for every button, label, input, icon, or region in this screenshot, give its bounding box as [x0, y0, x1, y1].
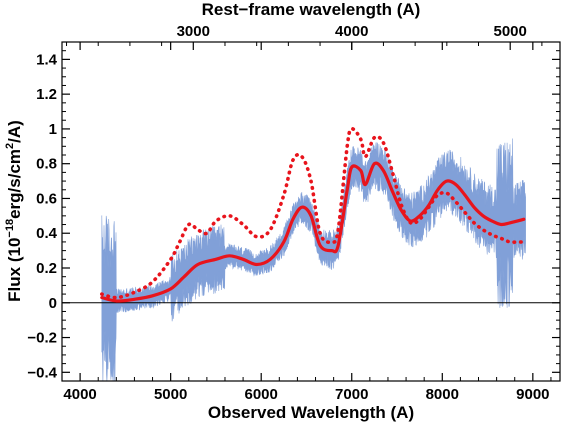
y-tick-label: −0.2 — [27, 330, 57, 347]
y-tick-label: 0.8 — [36, 156, 57, 173]
y-title-exp-1: −18 — [4, 219, 16, 238]
y-title-exp-2: 2 — [4, 143, 16, 149]
model-line-solid — [100, 161, 526, 303]
x-tick-label: 6000 — [245, 386, 278, 403]
x-tick-label: 5000 — [154, 386, 187, 403]
tick-labels: 4000 5000 6000 7000 8000 9000 −0.4 −0.2 0 0.2 0.4 0… — [27, 23, 549, 403]
plot-frame — [61, 41, 561, 382]
y-tick-label: 1.2 — [36, 86, 57, 103]
top-tick-label: 4000 — [335, 23, 368, 40]
y-tick-label: 1.4 — [36, 51, 58, 68]
y-title-part-2: erg/s/cm — [5, 149, 24, 219]
y-tick-label: 0.6 — [36, 190, 57, 207]
x-tick-label: 7000 — [335, 386, 368, 403]
y-tick-label: 0.2 — [36, 260, 57, 277]
model-line-dotted — [100, 127, 526, 300]
x-tick-label: 4000 — [63, 386, 96, 403]
top-tick-label: 3000 — [177, 23, 210, 40]
x-tick-label: 8000 — [426, 386, 459, 403]
spectrum-band — [101, 138, 526, 381]
y-axis-title: Flux (10−18erg/s/cm2/A) — [4, 120, 24, 302]
x-axis-title: Observed Wavelength (A) — [208, 403, 414, 422]
top-tick-label: 5000 — [494, 23, 527, 40]
y-tick-label: 0.4 — [36, 225, 58, 242]
model-lines — [100, 127, 526, 303]
observed-spectrum — [101, 138, 526, 381]
y-tick-label: −0.4 — [27, 364, 57, 381]
x-tick-label: 9000 — [516, 386, 549, 403]
y-title-part-3: /A) — [5, 120, 24, 143]
y-tick-label: 1 — [49, 121, 57, 138]
y-title-part-1: Flux (10 — [5, 238, 24, 302]
top-axis-title: Rest−frame wavelength (A) — [202, 0, 421, 19]
axis-ticks — [61, 42, 560, 381]
y-tick-label: 0 — [49, 295, 57, 312]
